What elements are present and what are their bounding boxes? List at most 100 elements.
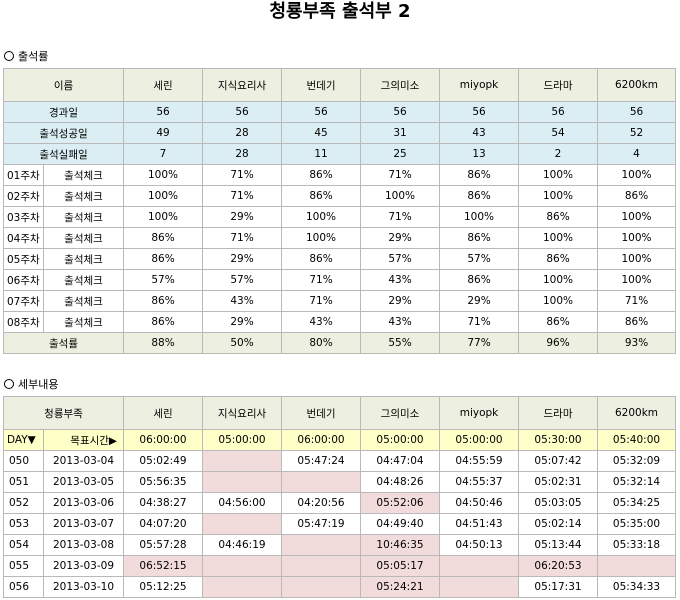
week-rate-cell: 86%: [281, 164, 361, 186]
week-rate-cell: 71%: [360, 206, 440, 228]
check-in-time-cell: 05:02:14: [518, 513, 598, 535]
check-in-time-cell: [439, 576, 519, 598]
target-time-cell: 05:40:00: [597, 429, 676, 451]
check-in-time-cell: 05:34:33: [597, 576, 676, 598]
summary-value-cell: 2: [518, 143, 598, 165]
week-rate-cell: 100%: [597, 269, 676, 291]
check-in-time-cell: [281, 534, 361, 556]
total-row: 출석률 88% 50% 80% 55% 77% 96% 93%: [3, 332, 676, 354]
section-attendance-rate: 출석률: [4, 50, 48, 64]
week-rate-cell: 86%: [597, 185, 676, 207]
check-in-time-cell: [202, 450, 282, 472]
target-time-cell: 06:00:00: [123, 429, 203, 451]
check-in-time-cell: 05:57:28: [123, 534, 203, 556]
week-row: 07주차 출석체크 86% 43% 71% 29% 29% 100% 71%: [3, 290, 676, 312]
week-rate-cell: 29%: [202, 311, 282, 333]
week-rate-cell: 29%: [439, 290, 519, 312]
week-rate-cell: 86%: [123, 290, 203, 312]
member-name-header: 드라마: [518, 396, 598, 430]
week-rate-cell: 100%: [518, 290, 598, 312]
summary-value-cell: 28: [202, 143, 282, 165]
check-in-time-cell: 04:07:20: [123, 513, 203, 535]
check-in-time-cell: 05:32:09: [597, 450, 676, 472]
member-name-header: 세린: [123, 68, 203, 102]
week-rate-cell: 100%: [597, 248, 676, 270]
target-time-cell: 05:30:00: [518, 429, 598, 451]
circle-bullet-icon: [4, 379, 14, 389]
day-number-cell: 052: [3, 492, 44, 514]
table-row: 055 2013-03-09 06:52:15 05:05:17 06:20:53: [3, 555, 676, 577]
total-rate-cell: 88%: [123, 332, 203, 354]
week-rate-cell: 100%: [597, 206, 676, 228]
week-rate-cell: 86%: [518, 311, 598, 333]
week-rate-cell: 29%: [202, 248, 282, 270]
total-rate-cell: 96%: [518, 332, 598, 354]
attendance-check-cell: 출석체크: [43, 164, 124, 186]
week-rate-cell: 43%: [360, 311, 440, 333]
day-header-cell: DAY▼: [3, 429, 44, 451]
member-name-header: 그의미소: [360, 396, 440, 430]
check-in-time-cell: [281, 471, 361, 493]
week-rate-cell: 86%: [123, 227, 203, 249]
week-rate-cell: 71%: [597, 290, 676, 312]
member-name-header: 6200km: [597, 68, 676, 102]
week-rate-cell: 100%: [439, 206, 519, 228]
summary-value-cell: 11: [281, 143, 361, 165]
page-title: 청룡부족 출석부 2: [269, 1, 411, 22]
table-row: 051 2013-03-05 05:56:35 04:48:26 04:55:37 05:…: [3, 471, 676, 493]
summary-value-cell: 56: [281, 101, 361, 123]
check-in-time-cell: 06:52:15: [123, 555, 203, 577]
check-in-time-cell: [439, 555, 519, 577]
attendance-check-cell: 출석체크: [43, 185, 124, 207]
week-rate-cell: 57%: [123, 269, 203, 291]
week-rate-cell: 86%: [518, 206, 598, 228]
attendance-check-cell: 출석체크: [43, 269, 124, 291]
summary-label-cell: 출석성공일: [3, 122, 124, 144]
check-in-time-cell: 05:03:05: [518, 492, 598, 514]
week-rate-cell: 57%: [439, 248, 519, 270]
check-in-time-cell: [202, 471, 282, 493]
target-time-label-cell: 목표시간▶: [43, 429, 124, 451]
day-number-cell: 053: [3, 513, 44, 535]
attendance-check-cell: 출석체크: [43, 248, 124, 270]
date-cell: 2013-03-10: [43, 576, 124, 598]
week-rate-cell: 100%: [281, 206, 361, 228]
member-name-header: 번데기: [281, 396, 361, 430]
week-rate-cell: 100%: [518, 164, 598, 186]
day-number-cell: 050: [3, 450, 44, 472]
week-label-cell: 02주차: [3, 185, 44, 207]
target-time-cell: 05:00:00: [360, 429, 440, 451]
member-name-header: 6200km: [597, 396, 676, 430]
target-time-cell: 06:00:00: [281, 429, 361, 451]
check-in-time-cell: 04:48:26: [360, 471, 440, 493]
member-name-header: 지식요리사: [202, 396, 282, 430]
check-in-time-cell: [597, 555, 676, 577]
check-in-time-cell: [202, 576, 282, 598]
week-rate-cell: 86%: [281, 185, 361, 207]
week-rate-cell: 86%: [281, 248, 361, 270]
summary-value-cell: 56: [597, 101, 676, 123]
week-rate-cell: 71%: [202, 164, 282, 186]
week-rate-cell: 71%: [281, 290, 361, 312]
check-in-time-cell: [202, 555, 282, 577]
week-label-cell: 03주차: [3, 206, 44, 228]
check-in-time-cell: 05:12:25: [123, 576, 203, 598]
check-in-time-cell: 05:52:06: [360, 492, 440, 514]
week-rate-cell: 100%: [597, 164, 676, 186]
check-in-time-cell: 06:20:53: [518, 555, 598, 577]
summary-value-cell: 25: [360, 143, 440, 165]
total-rate-cell: 93%: [597, 332, 676, 354]
check-in-time-cell: 05:17:31: [518, 576, 598, 598]
summary-value-cell: 54: [518, 122, 598, 144]
day-number-cell: 051: [3, 471, 44, 493]
table-row: 050 2013-03-04 05:02:49 05:47:24 04:47:04 04:…: [3, 450, 676, 472]
week-rate-cell: 86%: [439, 164, 519, 186]
date-cell: 2013-03-05: [43, 471, 124, 493]
check-in-time-cell: 04:47:04: [360, 450, 440, 472]
section-attendance-rate-label: 출석률: [18, 50, 49, 63]
summary-value-cell: 45: [281, 122, 361, 144]
check-in-time-cell: 05:47:24: [281, 450, 361, 472]
week-rate-cell: 71%: [281, 269, 361, 291]
day-number-cell: 056: [3, 576, 44, 598]
week-rate-cell: 29%: [360, 227, 440, 249]
